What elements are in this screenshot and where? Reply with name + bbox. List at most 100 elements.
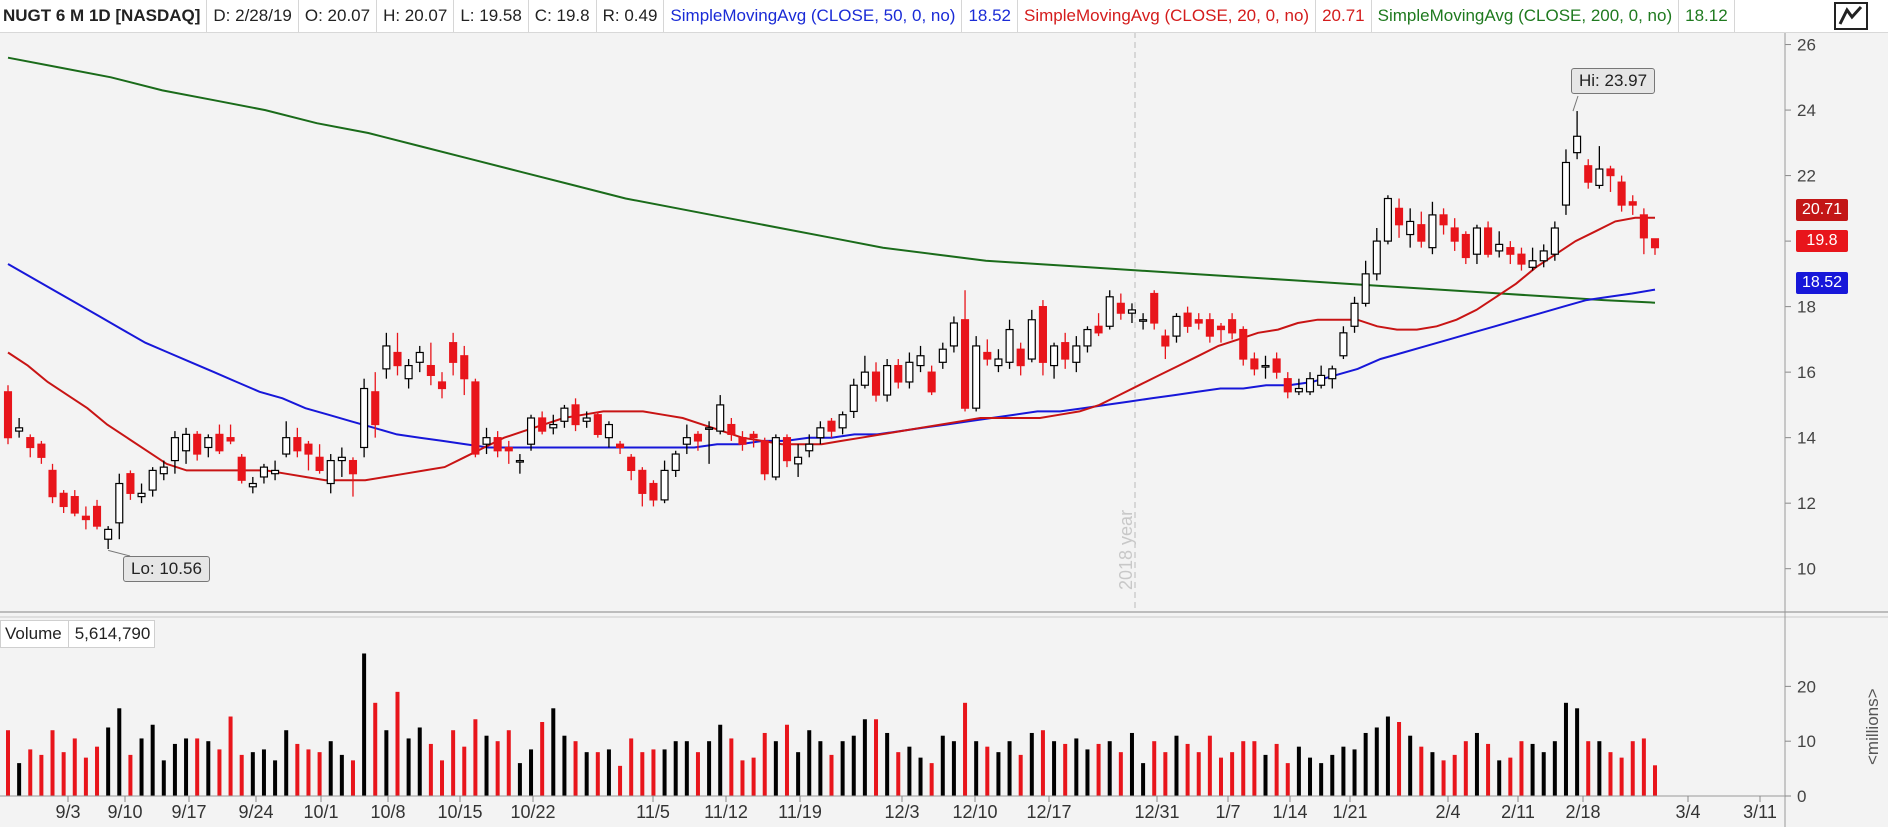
volume-bar [295,743,300,796]
low-callout-connector [108,549,131,557]
volume-bar [1207,735,1212,796]
candle-body [1172,315,1181,337]
candle-body [1461,233,1470,259]
volume-bar [1263,754,1268,796]
candle-body [1628,201,1637,206]
candle-body [1617,181,1626,206]
volume-bar [684,741,689,796]
sma20-study-label[interactable]: SimpleMovingAvg (CLOSE, 20, 0, no) [1018,0,1317,32]
volume-bar [629,738,634,796]
candle-body [259,466,269,478]
candle-body [1061,342,1070,360]
price-axis-label: 10 [1797,560,1816,579]
volume-bar [506,730,511,796]
volume-bar [1441,760,1446,796]
price-axis-label: 24 [1797,101,1816,120]
volume-bar [373,702,378,796]
candle-body [538,417,547,432]
volume-bar [217,749,222,796]
volume-bar [1152,741,1157,796]
price-axis-label: 16 [1797,363,1816,382]
symbol-label[interactable]: NUGT 6 M 1D [NASDAQ] [0,0,208,32]
time-axis-label: 1/21 [1332,802,1367,822]
candle-body [1094,325,1103,334]
candle-body [1372,240,1381,275]
candle-body [972,345,981,409]
time-axis-label: 10/1 [303,802,338,822]
candle-body [883,364,892,396]
candle-body [3,391,13,439]
volume-bar [284,730,289,796]
volume-bar [1374,727,1379,796]
volume-bar [862,719,867,796]
candle-body [1383,197,1392,242]
candle-body [794,456,803,465]
candle-body [1439,214,1448,226]
sma50-path [7,263,1656,449]
volume-bar [1018,754,1023,796]
volume-bars [6,653,1657,796]
candle-body [1239,328,1248,360]
candle-body [404,364,413,380]
candle-body [805,443,814,452]
candle-body [1050,345,1059,367]
candle-body [504,446,513,452]
candle-body [326,459,335,485]
volume-bar [1586,741,1591,796]
high-callout: Hi: 23.97 [1571,68,1656,94]
candle-body [271,469,280,475]
volume-bar [1107,741,1112,796]
volume-bar [529,749,534,796]
candle-body [159,466,168,475]
price-axis-label: 12 [1797,494,1816,513]
candle-body [593,414,602,435]
candle-body [137,492,146,498]
stockcharts-logo-icon[interactable] [1834,2,1868,30]
time-axis-label: 9/10 [107,802,142,822]
volume-bar [406,738,411,796]
candle-body [1228,319,1237,334]
candle-body [682,437,691,445]
price-panel[interactable] [108,95,1579,557]
candle-body [81,515,90,521]
volume-bar [395,691,400,796]
volume-bar [195,738,200,796]
volume-bar [261,749,266,796]
volume-bar [640,752,645,796]
volume-bar [161,760,166,796]
sma50-study-label[interactable]: SimpleMovingAvg (CLOSE, 50, 0, no) [664,0,963,32]
volume-bar [1530,743,1535,796]
volume-bar [1419,746,1424,796]
candle-body [360,387,369,449]
candle-body [1417,224,1426,242]
sma20-study-value: 20.71 [1316,0,1372,32]
candle-body [170,437,179,462]
price-axis[interactable]: 26 24 22 20 18 16 14 12 10 [1784,32,1816,827]
time-axis-label: 9/24 [238,802,273,822]
low-value: L: 19.58 [454,0,529,32]
candle-body [226,437,235,442]
time-axis-label: 3/4 [1675,802,1700,822]
volume-bar [1597,741,1602,796]
time-axis[interactable]: 9/3 9/10 9/17 9/24 10/1 10/8 10/15 10/22 11/5 11/… [0,795,1785,822]
candle-body [26,437,35,449]
volume-bar [562,735,567,796]
close-value: C: 19.8 [529,0,597,32]
volume-bar [1541,752,1546,796]
volume-bar [239,754,244,796]
volume-bar [150,724,155,796]
volume-bar [128,754,133,796]
sma200-study-label[interactable]: SimpleMovingAvg (CLOSE, 200, 0, no) [1372,0,1680,32]
candle-body [949,322,958,347]
candle-body [1261,364,1270,368]
candle-body [1394,207,1404,226]
volume-bar [1630,741,1635,796]
candle-body [15,427,24,432]
volume-bar [851,735,856,796]
volume-bar [1385,716,1390,796]
candle-body [838,414,847,429]
volume-bar [1285,763,1290,796]
volume-bar [1141,763,1146,796]
volume-bar [1007,741,1012,796]
candle-body [382,345,391,370]
